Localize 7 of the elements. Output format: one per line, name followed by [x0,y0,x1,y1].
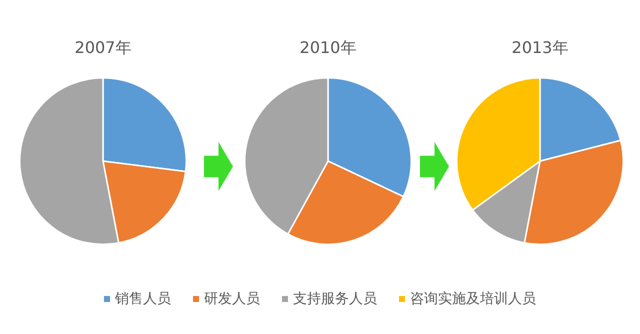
chart-title: 2013年 [512,38,568,57]
legend-label: 咨询实施及培训人员 [410,290,536,308]
legend-label: 支持服务人员 [293,290,377,308]
legend-label: 销售人员 [115,290,171,308]
legend-label: 研发人员 [204,290,260,308]
chart-title: 2010年 [300,38,356,57]
chart-title: 2007年 [74,38,132,57]
